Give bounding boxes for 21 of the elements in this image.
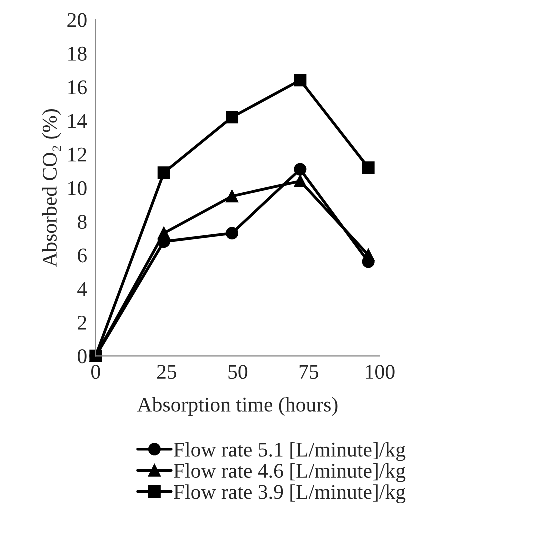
y-axis-title: Absorbed CO₂ (%) [42,110,62,268]
legend-label: Flow rate 5.1 [L/minute]/kg [174,442,406,462]
y-tick-label: 2 [78,316,86,330]
x-tick-label: 25 [157,365,177,380]
x-tick-label: 75 [300,365,319,380]
x-axis-title: Absorption time (hours) [137,397,338,416]
y-tick-label: 18 [68,46,87,61]
y-tick-label: 6 [78,248,87,263]
y-tick-label: 0 [78,350,87,364]
y-tick-label: 8 [78,215,87,230]
y-tick-label: 14 [68,114,88,128]
y-tick-label: 10 [68,181,87,196]
y-tick-label: 12 [68,148,86,162]
x-tick-label: 50 [228,365,248,380]
x-tick-label: 0 [92,365,100,380]
legend-label: Flow rate 4.6 [L/minute]/kg [174,463,406,482]
y-tick-label: 4 [78,282,88,296]
legend-label: Flow rate 3.9 [L/minute]/kg [174,484,406,504]
y-tick-label: 16 [68,80,87,95]
y-tick-label: 20 [68,13,87,28]
x-tick-label: 100 [366,365,395,380]
